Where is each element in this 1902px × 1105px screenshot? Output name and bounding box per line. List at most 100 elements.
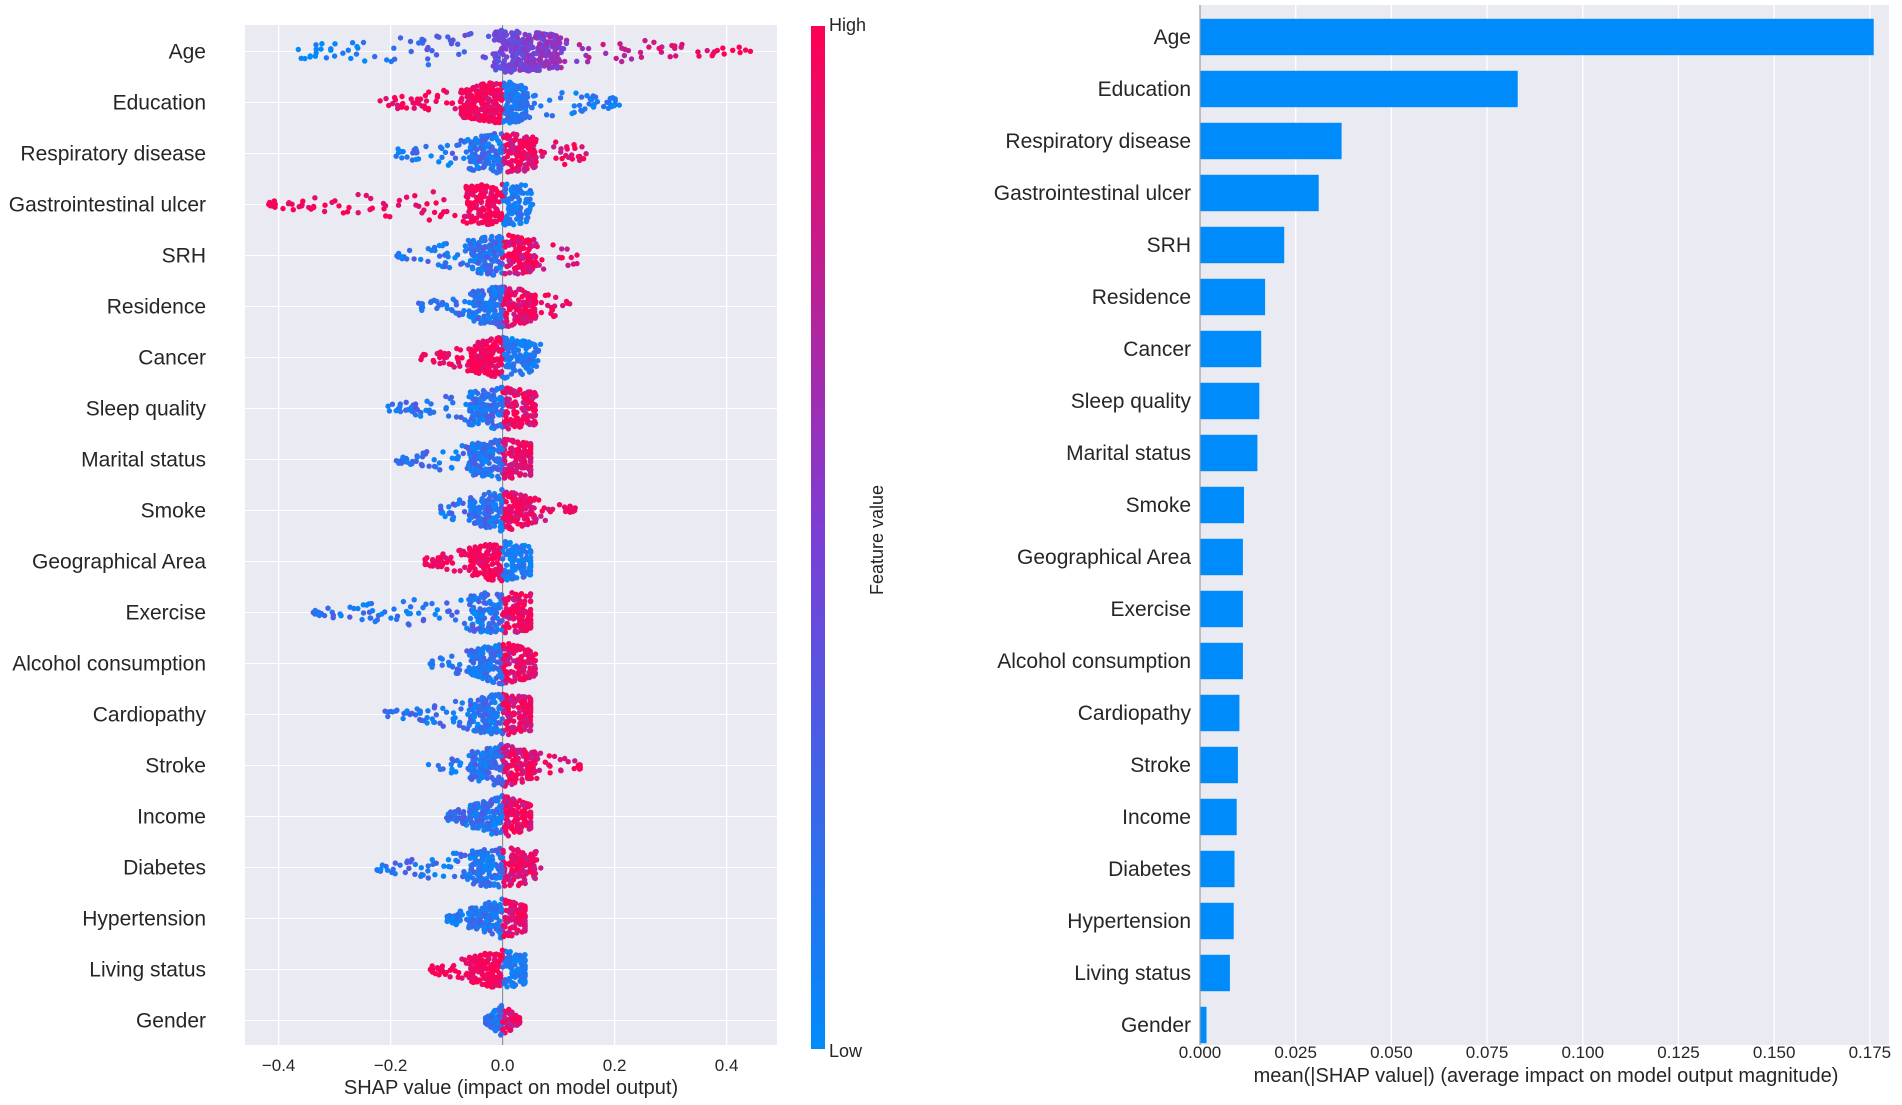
beeswarm-point	[403, 105, 410, 111]
beeswarm-point	[549, 113, 555, 119]
beeswarm-point	[460, 725, 467, 731]
beeswarm-point	[512, 629, 518, 635]
beeswarm-point	[500, 389, 506, 396]
beeswarm-point	[322, 202, 328, 208]
beeswarm-point	[523, 314, 529, 320]
beeswarm-point	[489, 556, 496, 562]
beeswarm-point	[504, 148, 511, 154]
beeswarm-point	[452, 698, 459, 705]
beeswarm-point	[696, 53, 702, 59]
beeswarm-point	[493, 81, 500, 87]
beeswarm-point	[496, 165, 502, 171]
beeswarm-point	[522, 647, 528, 653]
beeswarm-point	[503, 510, 509, 516]
beeswarm-point	[516, 611, 522, 617]
beeswarm-point	[437, 144, 444, 150]
beeswarm-point	[520, 659, 526, 666]
beeswarm-point	[437, 766, 443, 773]
beeswarm-point	[471, 303, 477, 309]
beeswarm-point	[475, 721, 481, 727]
beeswarm-point	[435, 555, 441, 561]
beeswarm-point	[480, 717, 486, 724]
beeswarm-point	[518, 245, 525, 251]
beeswarm-point	[562, 161, 568, 168]
beeswarm-point	[507, 556, 513, 562]
beeswarm-point	[494, 560, 500, 566]
beeswarm-point	[393, 408, 399, 414]
beeswarm-point	[412, 401, 419, 407]
beeswarm-point	[476, 369, 483, 375]
beeswarm-point	[449, 465, 455, 471]
beeswarm-point	[522, 182, 529, 189]
beeswarm-point	[488, 731, 495, 737]
beeswarm-point	[449, 100, 455, 107]
beeswarm-point	[524, 153, 530, 160]
beeswarm-point	[396, 197, 403, 204]
beeswarm-point	[516, 286, 522, 292]
beeswarm-row-age	[295, 27, 754, 75]
beeswarm-point	[397, 35, 404, 41]
beeswarm-point	[489, 220, 495, 227]
beeswarm-point	[471, 258, 477, 264]
beeswarm-point	[499, 407, 505, 414]
beeswarm-point	[569, 505, 575, 511]
beeswarm-point	[496, 119, 502, 126]
beeswarm-point	[508, 390, 514, 396]
beeswarm-point	[573, 90, 579, 96]
beeswarm-point	[513, 136, 519, 142]
beeswarm-point	[721, 51, 727, 57]
beeswarm-point	[484, 413, 491, 419]
beeswarm-point	[471, 610, 477, 617]
beeswarm-point	[520, 354, 526, 360]
beeswarm-point	[461, 308, 467, 314]
beeswarm-point	[539, 44, 546, 50]
beeswarm-point	[478, 320, 484, 326]
beeswarm-point	[487, 567, 494, 574]
beeswarm-point	[625, 47, 632, 54]
beeswarm-point	[470, 349, 476, 355]
beeswarm-point	[424, 201, 430, 207]
beeswarm-point	[436, 460, 443, 466]
beeswarm-point	[347, 604, 353, 610]
beeswarm-point	[611, 103, 617, 109]
beeswarm-point	[478, 155, 484, 161]
beeswarm-point	[506, 525, 512, 531]
beeswarm-point	[482, 590, 488, 596]
beeswarm-point	[514, 659, 521, 665]
beeswarm-point	[457, 568, 463, 574]
beeswarm-point	[479, 113, 486, 119]
beeswarm-point	[475, 508, 481, 515]
beeswarm-point	[462, 248, 469, 254]
beeswarm-point	[563, 152, 569, 159]
beeswarm-point	[509, 573, 515, 580]
beeswarm-point	[516, 302, 522, 308]
beeswarm-point	[525, 519, 531, 525]
beeswarm-point	[487, 661, 493, 667]
beeswarm-point	[508, 288, 514, 295]
beeswarm-point	[391, 94, 398, 101]
beeswarm-point	[519, 116, 525, 123]
beeswarm-point	[480, 246, 487, 252]
beeswarm-point	[488, 753, 494, 760]
beeswarm-point	[418, 256, 424, 263]
beeswarm-point	[451, 568, 457, 574]
beeswarm-point	[526, 68, 532, 74]
beeswarm-point	[478, 613, 485, 619]
beeswarm-point	[509, 91, 515, 97]
beeswarm-point	[477, 346, 484, 352]
beeswarm-point	[499, 681, 505, 687]
beeswarm-point	[490, 440, 497, 446]
beeswarm-point	[355, 191, 361, 198]
beeswarm-point	[477, 703, 483, 709]
beeswarm-point	[533, 34, 539, 40]
beeswarm-point	[502, 601, 509, 607]
beeswarm-point	[521, 101, 527, 108]
beeswarm-point	[469, 648, 475, 654]
beeswarm-point	[519, 371, 525, 378]
beeswarm-point	[405, 407, 411, 413]
beeswarm-point	[433, 712, 439, 718]
beeswarm-point	[454, 345, 460, 352]
beeswarm-point	[515, 622, 521, 628]
beeswarm-point	[526, 367, 532, 374]
beeswarm-point	[441, 209, 447, 215]
